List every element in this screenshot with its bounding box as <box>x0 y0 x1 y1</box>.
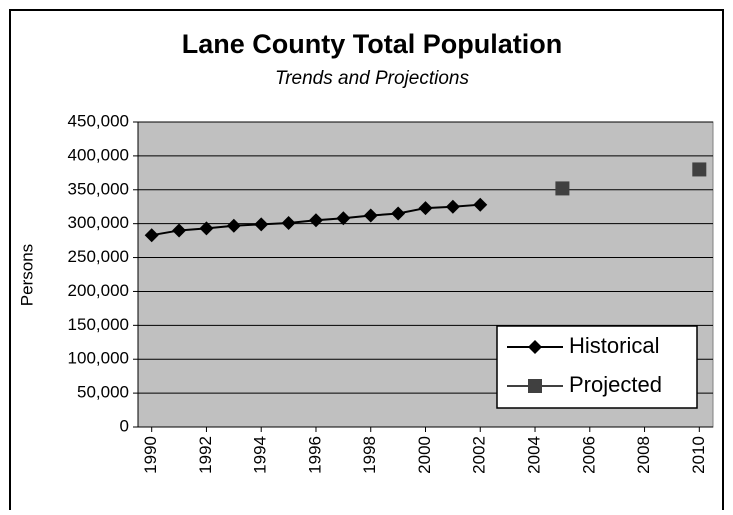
marker <box>528 379 542 393</box>
x-tick-label: 1996 <box>305 436 324 474</box>
y-tick-label: 200,000 <box>68 281 129 300</box>
y-tick-label: 50,000 <box>77 383 129 402</box>
y-tick-label: 300,000 <box>68 213 129 232</box>
y-tick-label: 0 <box>120 416 129 435</box>
y-tick-label: 150,000 <box>68 315 129 334</box>
x-tick-label: 2000 <box>415 436 434 474</box>
x-tick-label: 2008 <box>634 436 653 474</box>
legend-box <box>496 325 698 409</box>
y-tick-label: 100,000 <box>68 349 129 368</box>
marker <box>336 211 351 226</box>
marker <box>144 228 159 243</box>
legend-label: Historical <box>569 333 659 358</box>
marker <box>692 162 707 177</box>
x-tick-label: 2006 <box>579 436 598 474</box>
marker <box>363 208 378 223</box>
y-tick-label: 350,000 <box>68 179 129 198</box>
x-tick-label: 1994 <box>251 436 270 474</box>
marker <box>418 201 433 216</box>
x-tick-label: 1990 <box>141 436 160 474</box>
marker <box>391 206 406 221</box>
y-axis-label: Persons <box>17 244 36 306</box>
marker <box>555 181 570 196</box>
x-tick-label: 1998 <box>360 436 379 474</box>
marker <box>172 223 187 238</box>
x-tick-label: 2010 <box>689 436 708 474</box>
marker <box>199 221 214 236</box>
x-tick-label: 2004 <box>525 436 544 474</box>
y-tick-label: 400,000 <box>68 145 129 164</box>
legend-label: Projected <box>569 372 662 397</box>
x-tick-label: 1992 <box>196 436 215 474</box>
y-tick-label: 250,000 <box>68 247 129 266</box>
y-tick-label: 450,000 <box>68 111 129 130</box>
marker <box>226 218 241 233</box>
marker <box>254 217 269 232</box>
marker <box>473 197 488 212</box>
marker <box>528 340 542 354</box>
chart-title: Lane County Total Population <box>182 29 562 59</box>
marker <box>281 215 296 230</box>
chart-subtitle: Trends and Projections <box>275 68 469 89</box>
marker <box>308 213 323 228</box>
x-tick-label: 2002 <box>470 436 489 474</box>
marker <box>445 199 460 214</box>
